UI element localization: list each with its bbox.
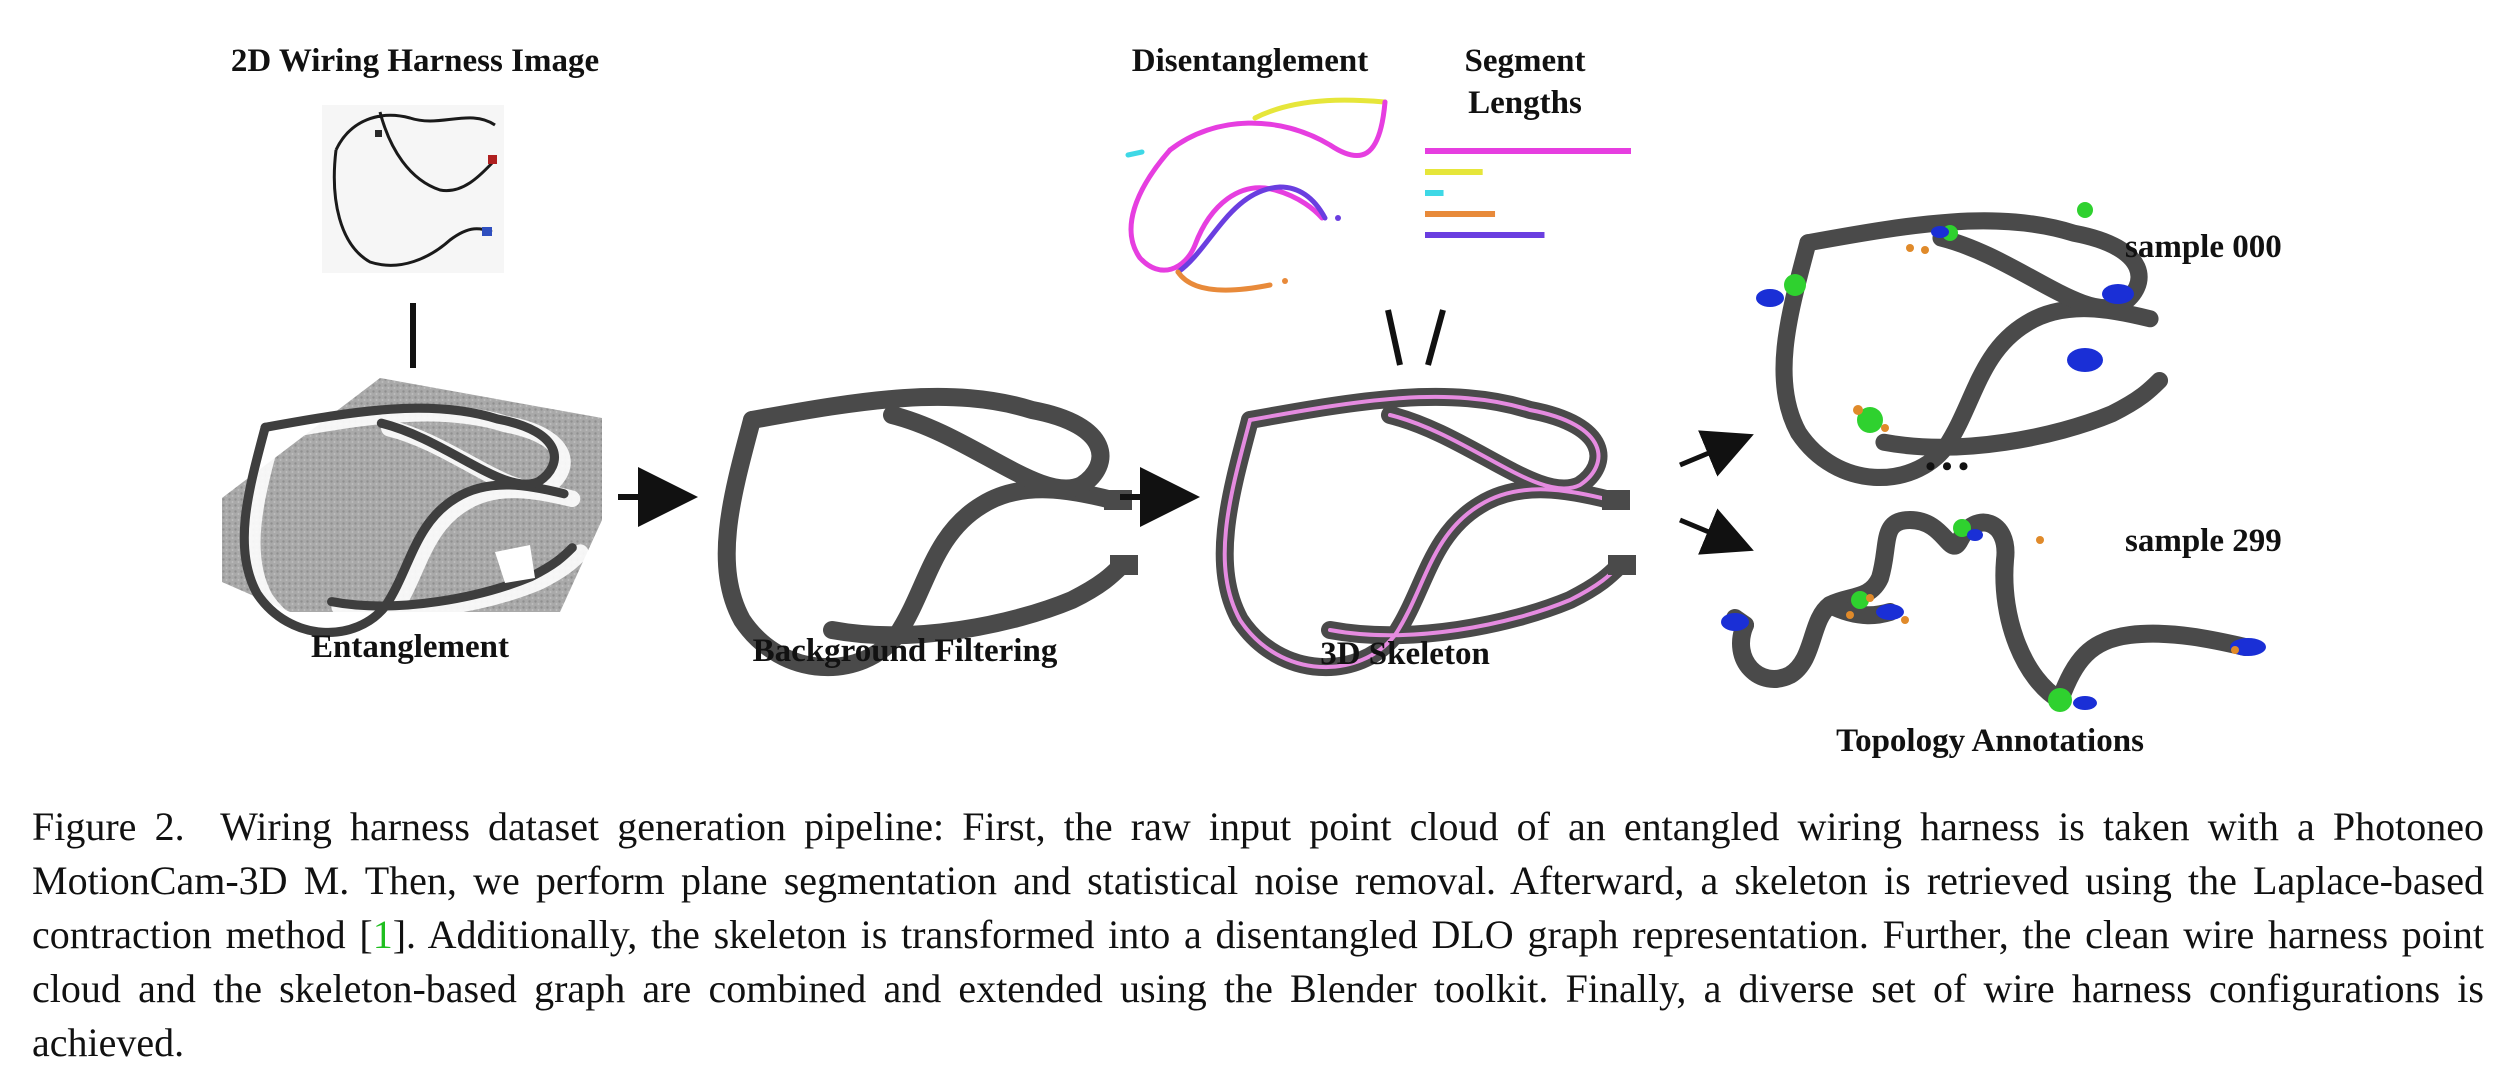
skeleton-link-left (1385, 309, 1403, 366)
entanglement-cloud (222, 378, 602, 637)
input-photo (322, 105, 504, 273)
segment-cyan (1125, 149, 1145, 158)
connector-blue (482, 227, 492, 236)
label-entanglement: Entanglement (311, 629, 509, 665)
label-disentanglement: Disentanglement (1131, 43, 1369, 79)
skeleton-link-right (1425, 309, 1446, 366)
segment-violet (1175, 184, 1328, 275)
ellipsis: ••• (1925, 450, 1975, 483)
segment-yellow (1252, 97, 1388, 121)
label-3d-skeleton: 3D Skeleton (1320, 636, 1490, 672)
segment-orange (1175, 269, 1273, 293)
pipeline-figure (222, 97, 2266, 712)
background-filtered-harness (727, 397, 1138, 667)
sample-299-nodes (1721, 519, 2266, 712)
figure-caption: Figure 2. Wiring harness dataset generat… (32, 800, 2484, 1070)
label-segment-lengths-2: Lengths (1468, 85, 1582, 121)
label-background-filtering: Background Filtering (752, 633, 1058, 669)
caption-text-2: ]. Additionally, the skeleton is transfo… (32, 912, 2484, 1065)
connector-red (488, 155, 497, 164)
label-topology-annotations: Topology Annotations (1836, 723, 2144, 759)
disentangled-segments (1125, 97, 1388, 293)
arrow-to-sample-299 (1679, 508, 1754, 555)
segment-length-bars (1425, 148, 1631, 238)
sample-000-harness (1756, 202, 2160, 477)
skeleton-harness (1225, 397, 1636, 667)
caption-prefix: Figure 2. (32, 804, 185, 849)
segment-magenta (1167, 99, 1388, 159)
label-sample-000: sample 000 (2125, 229, 2282, 265)
label-sample-299: sample 299 (2125, 523, 2282, 559)
arrow-to-sample-000 (1679, 430, 1754, 477)
caption-text-1: Wiring harness dataset generation pipeli… (32, 804, 2485, 957)
label-segment-lengths-1: Segment (1464, 43, 1586, 79)
label-input-image: 2D Wiring Harness Image (230, 43, 600, 79)
citation-link[interactable]: 1 (372, 912, 393, 957)
